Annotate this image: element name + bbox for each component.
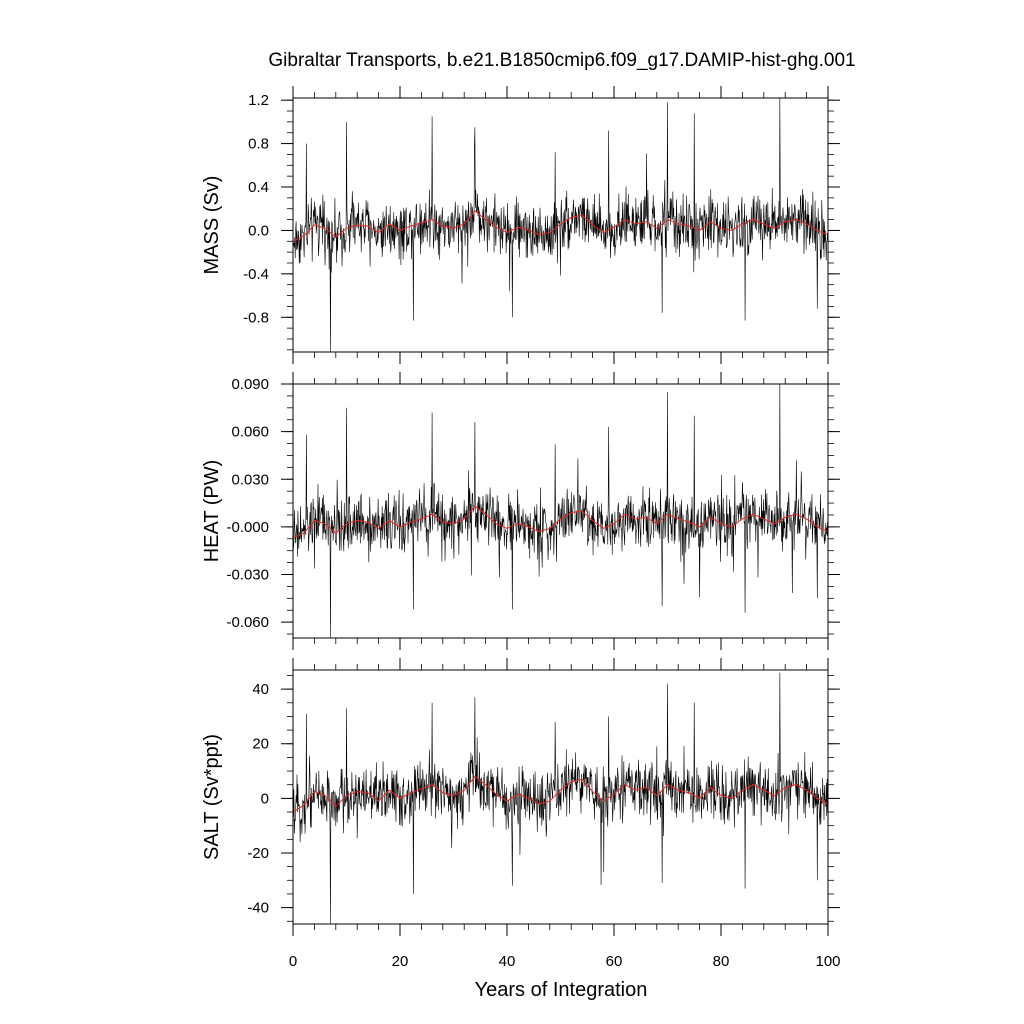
heat-ytick-label: -0.000 [226,519,269,536]
mass-panel: 1.2 0.8 0.4 0.0 -0.4 -0.8 MASS (Sv) [201,86,840,364]
mass-smoothed-series-line [293,210,828,242]
mass-ytick-label: 1.2 [248,92,269,109]
mass-ytick-label: 0.4 [248,179,269,196]
xtick-label: 60 [606,953,623,970]
mass-raw-series-line [293,98,828,352]
heat-y-axis-label: HEAT (PW) [201,460,223,563]
xtick-label: 20 [392,953,409,970]
xtick-label: 0 [289,953,297,970]
heat-ytick-label: -0.030 [226,567,269,584]
salt-smoothed-series-line [293,775,828,813]
salt-y-axis-label: SALT (Sv*ppt) [201,734,223,860]
mass-y-axis-label: MASS (Sv) [201,176,223,275]
mass-ytick-label: 0.8 [248,136,269,153]
salt-ytick-label: 0 [261,790,269,807]
xtick-label: 100 [815,953,840,970]
heat-ytick-label: 0.030 [231,471,269,488]
mass-ytick-label: -0.8 [243,309,269,326]
mass-plot-frame [292,97,829,353]
mass-ytick-label: -0.4 [243,266,269,283]
xtick-label: 40 [499,953,516,970]
heat-ytick-label: 0.060 [231,424,269,441]
salt-panel: 40 20 0 -20 -40 SALT (Sv*ppt) [201,658,840,936]
salt-plot-frame [292,669,829,925]
heat-ytick-label: 0.090 [231,376,269,393]
salt-ytick-label: -20 [247,845,269,862]
xtick-label: 80 [713,953,730,970]
chart-title: Gibraltar Transports, b.e21.B1850cmip6.f… [268,50,855,71]
heat-ytick-label: -0.060 [226,614,269,631]
salt-ytick-label: 20 [252,736,269,753]
x-axis-label: Years of Integration [475,979,648,1001]
heat-plot-frame [292,383,829,639]
salt-ytick-label: -40 [247,900,269,917]
heat-panel: 0.090 0.060 0.030 -0.000 -0.030 -0.060 HEAT (P… [201,372,840,650]
heat-raw-series-line [293,384,828,638]
salt-ytick-label: 40 [252,681,269,698]
heat-smoothed-series-line [293,505,828,539]
mass-ytick-label: 0.0 [248,222,269,239]
salt-raw-series-line [293,672,828,924]
